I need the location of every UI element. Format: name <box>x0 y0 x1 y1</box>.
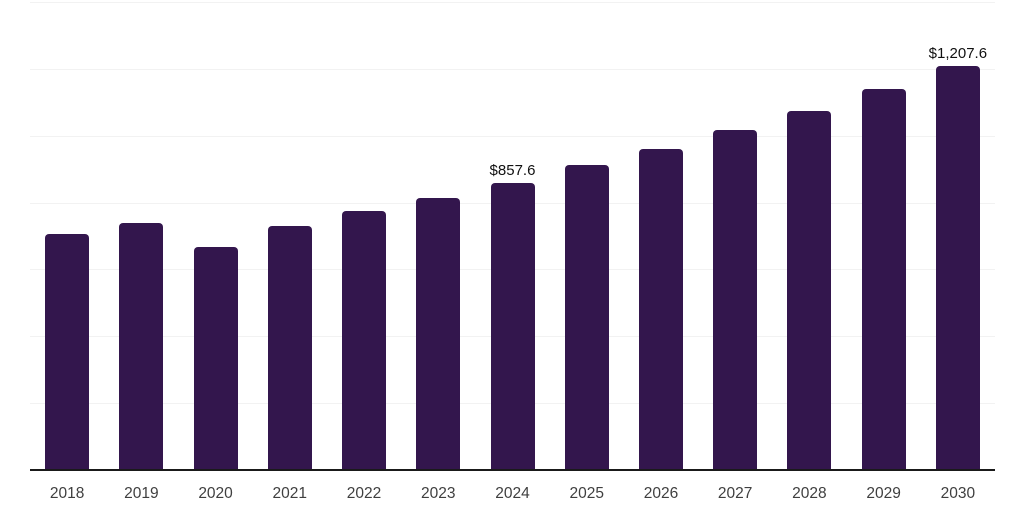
x-tick-2021: 2021 <box>272 485 308 502</box>
bar-2026[interactable] <box>638 148 683 470</box>
bar-2025[interactable] <box>564 164 609 470</box>
x-tick-2018: 2018 <box>49 485 85 502</box>
x-tick-2020: 2020 <box>198 485 233 502</box>
bar-2021[interactable] <box>267 225 312 470</box>
x-tick-2028: 2028 <box>792 485 827 502</box>
bar-2028[interactable] <box>787 110 832 470</box>
bar-2022[interactable] <box>342 210 387 470</box>
bar-2029[interactable] <box>861 88 906 470</box>
x-tick-2030: 2030 <box>940 485 976 502</box>
x-tick-2029: 2029 <box>866 485 901 502</box>
gridline-1400 <box>30 2 995 3</box>
value-label-2024: $857.6 <box>489 162 536 180</box>
gridline-1200 <box>30 68 995 70</box>
x-tick-2019: 2019 <box>124 485 159 502</box>
x-tick-2022: 2022 <box>346 485 382 502</box>
gridline-1000 <box>30 135 995 137</box>
bar-2018[interactable] <box>45 234 90 470</box>
bar-2027[interactable] <box>713 129 758 470</box>
bar-2020[interactable] <box>193 246 238 470</box>
x-tick-2023: 2023 <box>421 485 456 502</box>
value-label-2030: $1,207.6 <box>928 45 988 63</box>
x-tick-2026: 2026 <box>643 485 679 502</box>
x-tick-2024: 2024 <box>495 485 530 502</box>
x-tick-2027: 2027 <box>717 485 753 502</box>
x-tick-2025: 2025 <box>569 485 604 502</box>
x-axis-line <box>30 469 995 471</box>
bar-2024[interactable] <box>490 183 535 470</box>
bar-2023[interactable] <box>416 198 461 470</box>
bar-2030[interactable] <box>935 66 980 470</box>
bar-2019[interactable] <box>119 223 164 470</box>
